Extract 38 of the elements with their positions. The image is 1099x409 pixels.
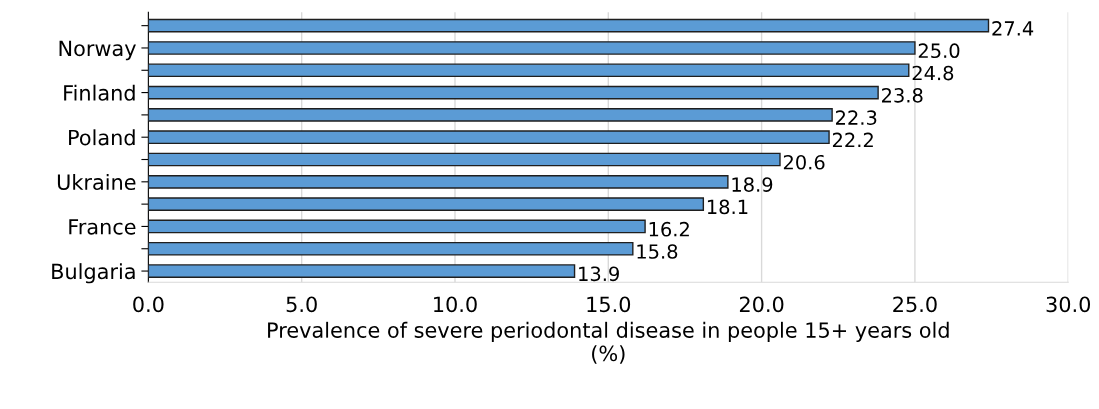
y-tick-label: Poland xyxy=(69,129,135,146)
data-label: 23.8 xyxy=(882,87,923,103)
data-label: 15.8 xyxy=(637,244,678,259)
data-label: 13.9 xyxy=(579,266,619,282)
data-label: 27.4 xyxy=(992,21,1034,36)
bar xyxy=(148,197,705,211)
bar xyxy=(148,108,833,122)
y-tick-label: France xyxy=(69,219,136,235)
data-label: 22.3 xyxy=(836,110,877,125)
data-label: 25.0 xyxy=(918,43,960,59)
x-tick-label: 20.0 xyxy=(739,296,784,313)
data-label: 18.9 xyxy=(732,177,773,192)
bar xyxy=(148,174,729,189)
x-axis-title: Prevalence of severe periodontal disease in people 15+ years old (%) xyxy=(268,321,949,364)
x-tick-label: 0.0 xyxy=(133,296,164,313)
x-tick-label: 25.0 xyxy=(893,296,937,313)
y-tick-label: Norway xyxy=(59,40,136,61)
bar xyxy=(148,241,634,256)
data-label: 22.2 xyxy=(832,132,873,148)
bar xyxy=(148,41,916,55)
bar xyxy=(148,85,879,100)
y-tick-label: Bulgaria xyxy=(52,263,135,284)
bar xyxy=(148,264,576,278)
y-tick-label: Ukraine xyxy=(57,173,136,191)
bar xyxy=(148,130,830,145)
x-tick-label: 30.0 xyxy=(1046,296,1091,313)
data-label: 16.2 xyxy=(649,221,689,237)
x-tick-label: 15.0 xyxy=(587,296,631,313)
data-label: 24.8 xyxy=(912,65,954,81)
data-label: 18.1 xyxy=(707,199,748,215)
x-tick-label: 10.0 xyxy=(434,296,477,313)
bar xyxy=(148,219,646,234)
data-label: 20.6 xyxy=(783,154,825,170)
bar xyxy=(148,63,910,78)
x-tick-label: 5.0 xyxy=(286,296,317,313)
bar xyxy=(148,18,990,33)
y-tick-label: Finland xyxy=(64,84,135,101)
bar xyxy=(148,152,781,167)
